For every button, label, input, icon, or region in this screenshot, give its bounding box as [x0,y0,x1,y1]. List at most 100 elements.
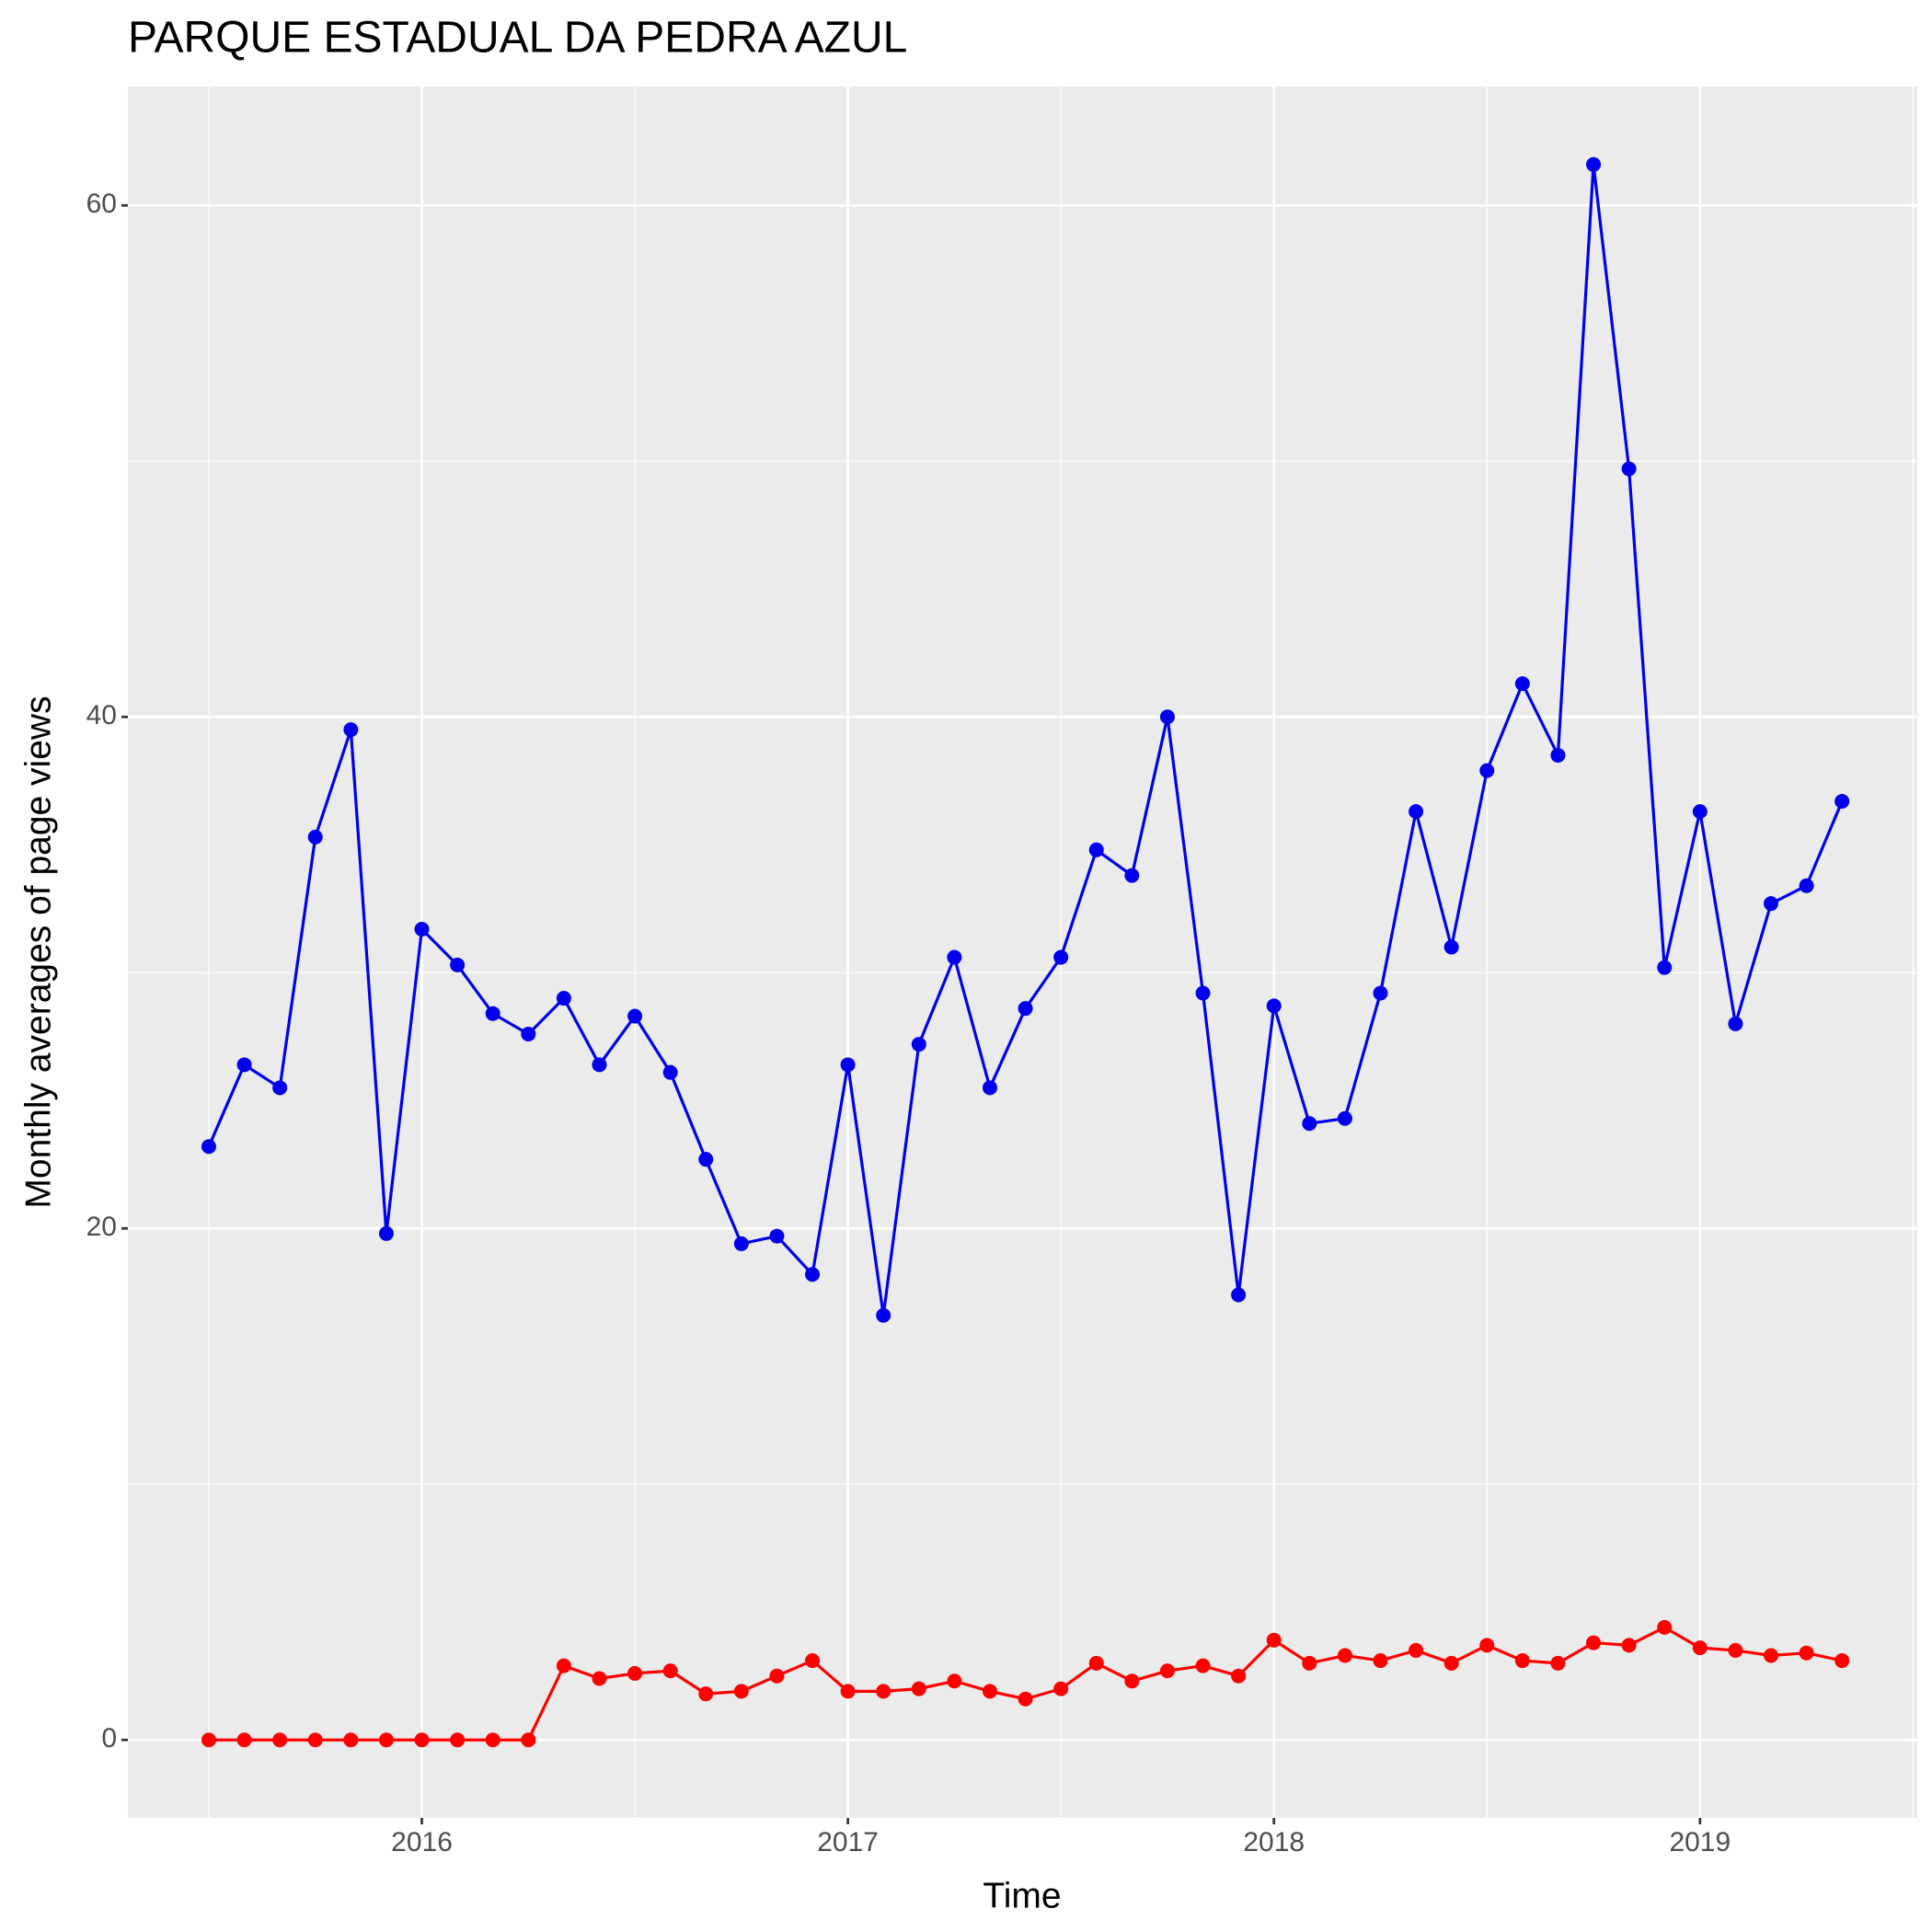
data-point [1088,1655,1104,1671]
data-point [272,1080,288,1096]
data-point [1409,804,1424,820]
data-point [307,1732,323,1748]
data-point [947,949,962,965]
data-point [485,1732,500,1748]
data-point [1018,1001,1033,1017]
data-point [1373,985,1388,1001]
data-point [1586,156,1602,172]
data-point [1621,461,1637,477]
data-point [1728,1642,1743,1658]
data-point [450,1732,466,1748]
data-point [769,1228,785,1244]
x-tick-label: 2016 [391,1827,453,1857]
data-point [272,1732,288,1748]
data-point [1266,1632,1282,1648]
data-point [1764,896,1779,912]
data-point [414,1732,430,1748]
data-point [307,829,323,845]
data-point [556,1658,571,1673]
data-point [733,1236,749,1251]
data-point [805,1653,821,1669]
data-point [627,1665,643,1681]
panel [128,86,1917,1818]
y-tick-label: 20 [86,1212,117,1242]
data-point [627,1008,643,1024]
data-point [1088,842,1104,857]
y-tick-label: 40 [86,700,117,730]
data-point [485,1006,500,1021]
data-point [1479,1638,1495,1653]
data-point [201,1139,216,1155]
data-point [982,1080,997,1096]
x-tick-label: 2019 [1669,1827,1731,1857]
data-point [662,1064,678,1080]
data-point [662,1663,678,1679]
data-point [1195,985,1211,1001]
data-point [1231,1668,1247,1684]
data-point [201,1732,216,1748]
data-point [1657,1619,1673,1635]
data-point [1692,804,1708,820]
data-point [1337,1648,1352,1663]
x-tick-label: 2018 [1243,1827,1305,1857]
data-point [982,1684,997,1699]
data-point [769,1668,785,1684]
data-point [378,1225,394,1241]
data-point [1764,1648,1779,1663]
data-point [1053,1681,1069,1696]
x-axis-label: Time [983,1876,1061,1915]
data-point [378,1732,394,1748]
data-point [1586,1635,1602,1650]
data-point [1657,960,1673,975]
data-point [1550,1655,1566,1671]
data-point [343,722,359,738]
data-point [1302,1655,1317,1671]
data-point [521,1732,536,1748]
data-point [1195,1658,1211,1673]
data-point [840,1684,856,1699]
data-point [450,957,466,972]
data-point [236,1057,252,1073]
data-point [1302,1116,1317,1132]
data-point [1373,1653,1388,1669]
data-point [1159,1663,1175,1679]
data-point [733,1684,749,1699]
data-point [1479,763,1495,778]
data-point [876,1684,891,1699]
data-point [1443,1655,1459,1671]
y-tick-label: 0 [101,1723,117,1754]
data-point [1443,939,1459,955]
data-point [1053,949,1069,965]
data-point [1018,1691,1033,1707]
data-point [236,1732,252,1748]
data-point [1124,868,1140,883]
data-point [1514,1653,1530,1669]
data-point [698,1152,714,1167]
data-point [911,1037,926,1052]
data-point [876,1307,891,1323]
data-point [1834,1653,1850,1669]
data-point [1550,747,1566,763]
data-point [592,1057,607,1073]
data-point [1621,1638,1637,1653]
data-point [698,1686,714,1702]
data-point [343,1732,359,1748]
data-point [947,1673,962,1689]
data-point [1409,1642,1424,1658]
data-point [1692,1640,1708,1656]
data-point [1799,1645,1814,1661]
data-point [592,1671,607,1686]
data-point [840,1057,856,1073]
data-point [911,1681,926,1696]
data-point [1799,878,1814,893]
y-axis-label: Monthly averages of page views [18,696,58,1208]
data-point [1231,1287,1247,1303]
data-point [1124,1673,1140,1689]
x-tick-label: 2017 [817,1827,879,1857]
data-point [1266,998,1282,1014]
data-point [556,991,571,1006]
data-point [1834,793,1850,809]
data-point [521,1026,536,1041]
data-point [805,1267,821,1282]
